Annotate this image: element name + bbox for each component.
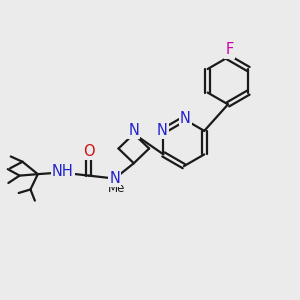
Text: N: N [128, 123, 139, 138]
Text: NH: NH [52, 164, 74, 179]
Text: F: F [225, 42, 234, 57]
Text: O: O [83, 144, 94, 159]
Text: N: N [109, 171, 120, 186]
Text: N: N [157, 123, 167, 138]
Text: Me: Me [107, 182, 125, 195]
Text: N: N [180, 111, 191, 126]
